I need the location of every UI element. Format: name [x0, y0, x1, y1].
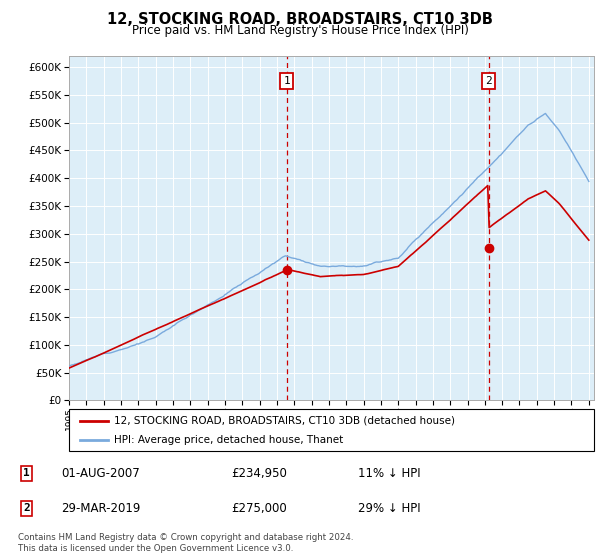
Text: 12, STOCKING ROAD, BROADSTAIRS, CT10 3DB (detached house): 12, STOCKING ROAD, BROADSTAIRS, CT10 3DB…	[113, 416, 455, 426]
Text: Contains HM Land Registry data © Crown copyright and database right 2024.
This d: Contains HM Land Registry data © Crown c…	[18, 533, 353, 553]
Text: 11% ↓ HPI: 11% ↓ HPI	[358, 466, 420, 480]
Text: 2: 2	[23, 503, 30, 513]
Text: £275,000: £275,000	[231, 502, 287, 515]
Text: Price paid vs. HM Land Registry's House Price Index (HPI): Price paid vs. HM Land Registry's House …	[131, 24, 469, 36]
Text: 29% ↓ HPI: 29% ↓ HPI	[358, 502, 420, 515]
Text: 1: 1	[23, 468, 30, 478]
Text: 12, STOCKING ROAD, BROADSTAIRS, CT10 3DB: 12, STOCKING ROAD, BROADSTAIRS, CT10 3DB	[107, 12, 493, 27]
Text: 1: 1	[284, 76, 290, 86]
Text: 01-AUG-2007: 01-AUG-2007	[61, 466, 140, 480]
Text: £234,950: £234,950	[231, 466, 287, 480]
Text: 2: 2	[485, 76, 492, 86]
Text: HPI: Average price, detached house, Thanet: HPI: Average price, detached house, Than…	[113, 435, 343, 445]
Text: 29-MAR-2019: 29-MAR-2019	[61, 502, 140, 515]
